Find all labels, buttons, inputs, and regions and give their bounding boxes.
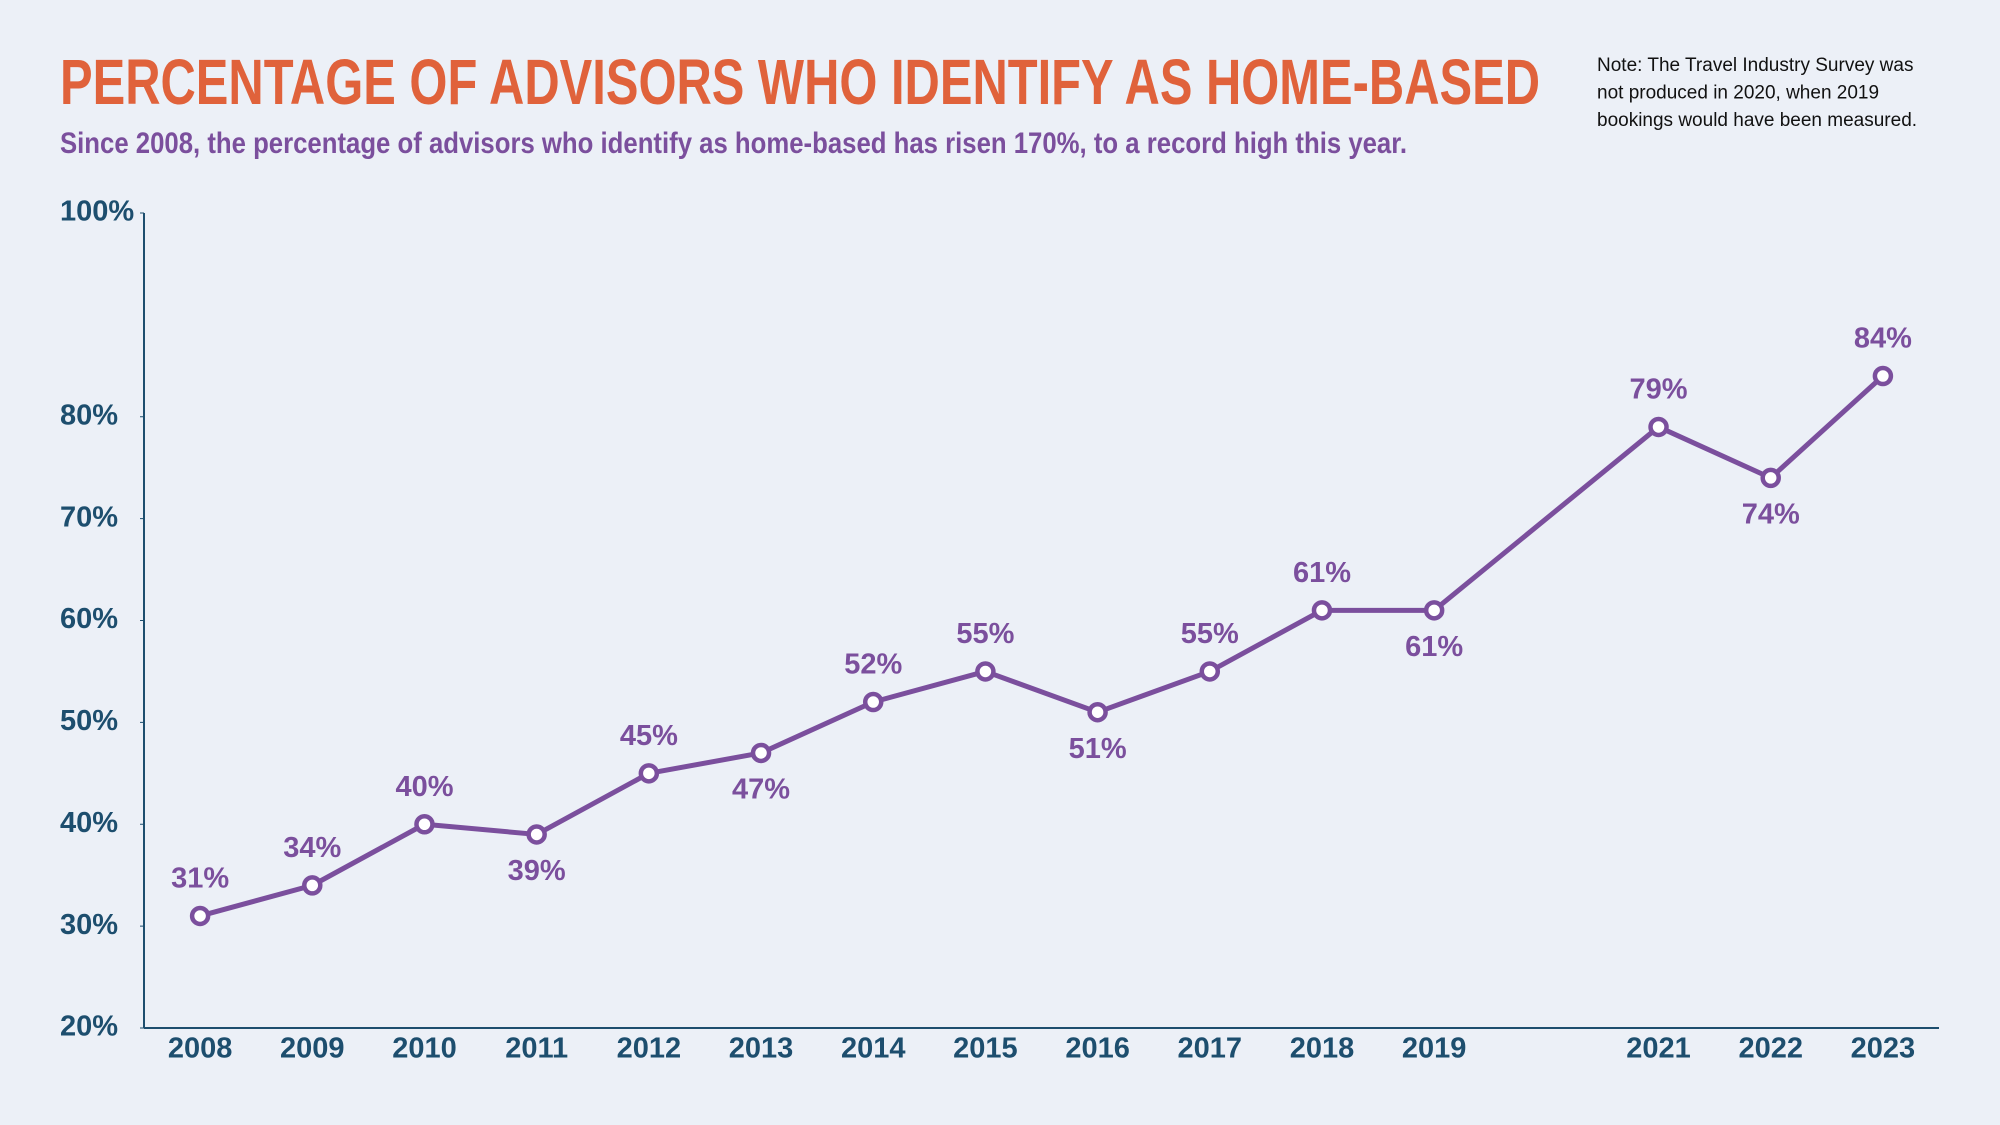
y-tick-label: 80%: [60, 399, 118, 431]
x-tick-label: 2015: [953, 1033, 1018, 1065]
x-tick-label: 2019: [1402, 1033, 1467, 1065]
y-tick-label: 30%: [60, 909, 118, 941]
point: [750, 742, 772, 764]
point: [414, 814, 435, 835]
data-label: 40%: [395, 771, 453, 803]
point: [189, 905, 211, 927]
point: [1087, 701, 1108, 723]
note-line: bookings would have been measured.: [1597, 110, 1917, 131]
point: [638, 763, 660, 784]
x-tick-label: 2013: [729, 1033, 794, 1065]
point: [1760, 467, 1781, 489]
chart-title: PERCENTAGE OF ADVISORS WHO IDENTIFY AS H…: [60, 46, 1540, 118]
point: [862, 691, 884, 713]
y-tick-label: 100%: [60, 196, 134, 228]
data-label: 55%: [956, 618, 1014, 650]
data-label: 45%: [620, 720, 678, 752]
note-line: Note: The Travel Industry Survey was: [1597, 55, 1913, 76]
chart-subtitle: Since 2008, the percentage of advisors w…: [60, 127, 1407, 160]
note: Note: The Travel Industry Survey was not …: [1597, 55, 1917, 131]
x-tick-label: 2012: [617, 1033, 682, 1065]
y-tick-label: 50%: [60, 705, 118, 737]
x-tick-label: 2018: [1290, 1033, 1355, 1065]
x-tick-label: 2022: [1738, 1033, 1803, 1065]
x-tick-label: 2010: [392, 1033, 457, 1065]
y-tick-label: 70%: [60, 501, 118, 533]
point: [1872, 365, 1894, 387]
data-label: 84%: [1854, 323, 1912, 355]
data-label: 55%: [1181, 618, 1239, 650]
data-label: 39%: [508, 855, 566, 887]
data-label: 61%: [1405, 631, 1463, 663]
point: [975, 661, 996, 682]
point: [526, 824, 547, 845]
data-label: 34%: [283, 832, 341, 864]
x-tick-label: 2011: [505, 1033, 568, 1065]
x-tick-label: 2014: [841, 1033, 906, 1065]
y-tick-label: 40%: [60, 807, 118, 839]
x-tick-label: 2008: [168, 1033, 233, 1065]
data-label: 47%: [732, 774, 790, 806]
data-label: 31%: [171, 863, 229, 895]
x-tick-label: 2023: [1851, 1033, 1916, 1065]
point: [302, 875, 323, 896]
data-label: 61%: [1293, 557, 1351, 589]
note-line: not produced in 2020, when 2019: [1597, 83, 1879, 104]
point: [1199, 661, 1221, 682]
data-label: 52%: [844, 649, 902, 681]
data-label: 51%: [1069, 733, 1127, 765]
point: [1311, 600, 1333, 621]
y-tick-label: 20%: [60, 1011, 118, 1043]
point: [1648, 416, 1669, 438]
x-tick-label: 2017: [1178, 1033, 1243, 1065]
data-label: 74%: [1742, 499, 1800, 531]
x-tick-label: 2016: [1065, 1033, 1130, 1065]
point: [1423, 600, 1445, 621]
data-label: 79%: [1630, 374, 1688, 406]
y-tick-label: 60%: [60, 603, 118, 635]
x-tick-label: 2021: [1626, 1033, 1691, 1065]
x-tick-label: 2009: [280, 1033, 345, 1065]
